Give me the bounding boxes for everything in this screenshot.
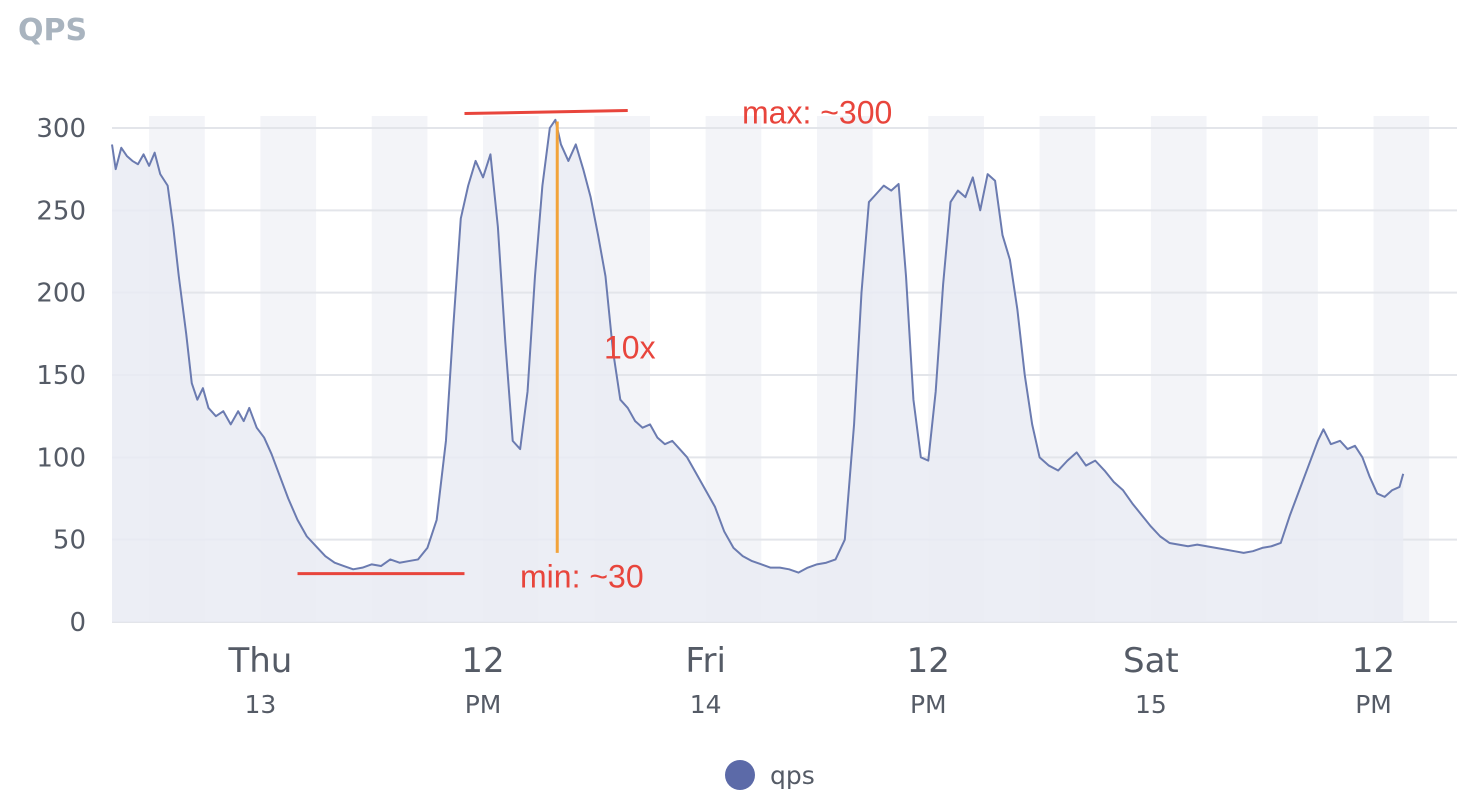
series-line-qps (111, 118, 1405, 574)
y-tick-label: 150 (36, 361, 86, 391)
max-line (464, 109, 628, 116)
x-tick-label: 12 (461, 641, 504, 681)
x-axis: Thu 13 12 PM Fri 14 12 PM Sat 15 12 PM (227, 641, 1395, 719)
min-annotation: min: ~30 (520, 559, 644, 595)
legend-label[interactable]: qps (770, 761, 815, 790)
series-area (111, 118, 1405, 623)
annotations: max: ~300 min: ~30 10x (297, 95, 892, 595)
y-axis: 0 50 100 150 200 250 300 (36, 114, 86, 638)
chart-title: QPS (18, 13, 87, 48)
x-tick-label: Thu (227, 641, 292, 681)
legend-dot[interactable] (725, 760, 755, 790)
y-tick-label: 100 (36, 443, 86, 473)
x-tick-sublabel: PM (1355, 690, 1392, 719)
day-bands (149, 116, 1430, 622)
x-tick-sublabel: PM (910, 690, 947, 719)
y-tick-label: 300 (36, 114, 86, 144)
x-tick-label: Fri (685, 641, 726, 681)
x-tick-sublabel: 13 (245, 690, 277, 719)
y-tick-label: 200 (36, 279, 86, 309)
y-tick-label: 50 (53, 526, 86, 556)
ratio-annotation: 10x (604, 330, 656, 366)
x-tick-sublabel: 14 (690, 690, 722, 719)
legend[interactable]: qps (725, 760, 815, 790)
y-tick-label: 0 (69, 608, 86, 638)
y-tick-label: 250 (36, 196, 86, 226)
x-tick-label: Sat (1123, 641, 1179, 681)
x-tick-label: 12 (907, 641, 950, 681)
series-fill-qps (112, 119, 1404, 623)
x-tick-label: 12 (1352, 641, 1395, 681)
time-band (371, 116, 428, 622)
x-tick-sublabel: PM (465, 690, 502, 719)
max-annotation: max: ~300 (742, 95, 892, 131)
x-tick-sublabel: 15 (1135, 690, 1167, 719)
